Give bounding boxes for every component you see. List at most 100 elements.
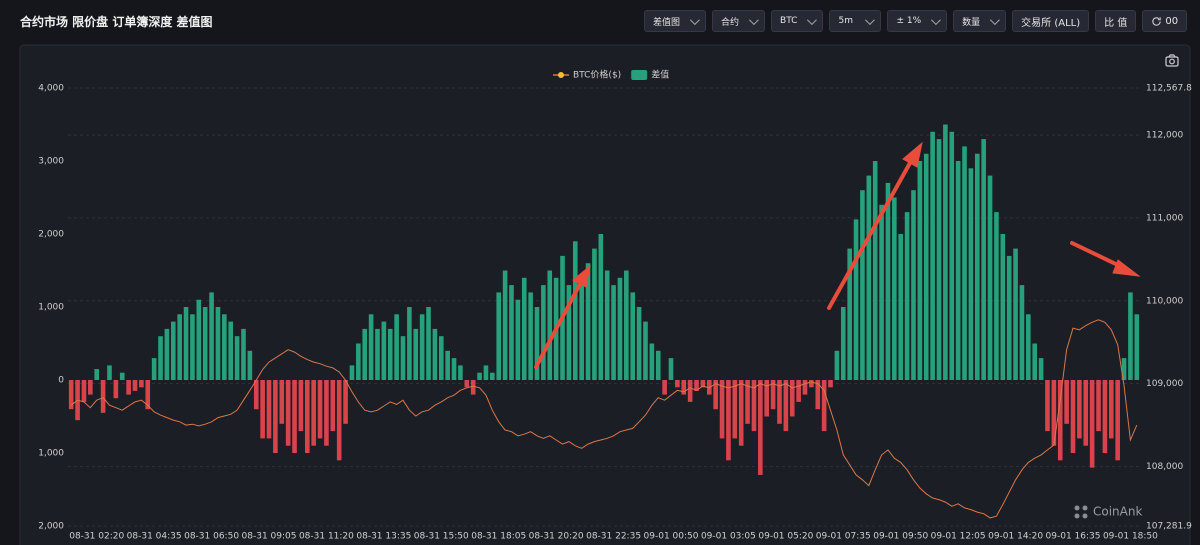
watermark-dot (1074, 505, 1080, 511)
bar (764, 380, 770, 417)
y-tick-label: 1,000 (38, 449, 64, 459)
bar (119, 372, 125, 380)
bar (872, 161, 878, 380)
bar (700, 380, 706, 388)
bar (202, 307, 208, 380)
y2-tick-label: 109,000 (1146, 379, 1183, 389)
x-tick-label: 09-01 09:50 (873, 532, 928, 542)
y-tick-label: 1,000 (38, 303, 64, 313)
refresh-label: 00 (1165, 15, 1179, 27)
bar (94, 369, 100, 380)
bar (107, 365, 112, 380)
bar (853, 219, 859, 380)
bar (885, 182, 891, 380)
bar (170, 321, 176, 380)
bar (311, 380, 316, 446)
bar (770, 380, 776, 410)
bar (834, 350, 840, 380)
bar (190, 314, 195, 380)
bar (1115, 380, 1120, 461)
bar (796, 380, 801, 402)
dropdown[interactable]: 合约 (712, 10, 766, 32)
bar (1045, 380, 1050, 432)
bar (477, 372, 482, 380)
refresh-icon (1152, 16, 1162, 26)
bar (943, 124, 948, 380)
x-tick-label: 08-31 18:05 (471, 532, 526, 542)
bar (630, 292, 636, 380)
bar (917, 161, 923, 380)
y2-tick-label: 107,281.9 (1146, 522, 1192, 532)
bar (585, 263, 591, 380)
bar (521, 277, 527, 380)
control-label: ± 1% (896, 16, 922, 26)
bar (298, 380, 304, 432)
x-tick-label: 08-31 11:20 (299, 532, 354, 542)
bar (879, 204, 884, 380)
x-tick-label: 08-31 02:20 (69, 532, 124, 542)
x-tick-label: 09-01 07:35 (816, 532, 871, 542)
bar (904, 212, 910, 380)
bar (777, 380, 782, 424)
x-tick-label: 08-31 22:35 (586, 532, 641, 542)
bar (911, 190, 916, 380)
bar (222, 314, 227, 380)
bar (515, 299, 521, 380)
bar (400, 336, 406, 380)
annotation-arrows (534, 141, 1141, 369)
controls: 差值图 合约 BTC 5m ± 1% 数量 交易所 (ALL) 比 值 00 (644, 10, 1188, 32)
bar (490, 372, 495, 380)
control-label: 5m (838, 16, 853, 26)
bar (604, 270, 610, 380)
x-tick-label: 09-01 00:50 (644, 532, 699, 542)
bar (617, 277, 623, 380)
refresh-button[interactable]: 00 (1142, 10, 1188, 32)
y2-tick-label: 112,000 (1146, 131, 1183, 141)
dropdown[interactable]: ± 1% (887, 10, 948, 32)
bar (745, 380, 750, 424)
bar (828, 380, 833, 388)
bar (362, 328, 368, 380)
watermark-dot (1074, 513, 1080, 519)
bar (336, 380, 342, 461)
bar (955, 161, 961, 380)
bar (974, 153, 980, 380)
bar (151, 358, 157, 380)
bar (860, 190, 865, 380)
dropdown[interactable]: 数量 (953, 10, 1007, 32)
bar (675, 380, 680, 388)
dropdown[interactable]: 5m (829, 10, 882, 32)
y-tick-label: 2,000 (38, 522, 64, 532)
bar (228, 321, 234, 380)
camera-icon[interactable] (1165, 54, 1179, 67)
bar (247, 350, 253, 380)
bar (1089, 380, 1095, 468)
control-label: 比 值 (1104, 17, 1128, 29)
bar (266, 380, 272, 439)
bar (1070, 380, 1076, 453)
bar (655, 350, 661, 380)
bar (419, 314, 425, 380)
bar (802, 380, 808, 395)
button[interactable]: 交易所 (ALL) (1012, 10, 1090, 32)
bar (145, 380, 151, 410)
button[interactable]: 比 值 (1095, 10, 1137, 32)
bar (426, 307, 431, 380)
dropdown[interactable]: 差值图 (644, 10, 707, 32)
bar (387, 328, 393, 380)
x-tick-label: 09-01 18:50 (1103, 532, 1158, 542)
y-tick-label: 4,000 (38, 84, 64, 94)
y2-tick-label: 108,000 (1146, 462, 1183, 472)
bar (981, 139, 986, 380)
x-tick-label: 08-31 09:05 (242, 532, 297, 542)
bar (139, 380, 144, 388)
bar (592, 248, 597, 380)
dropdown[interactable]: BTC (771, 10, 824, 32)
bar (923, 153, 929, 380)
bar (1064, 380, 1069, 424)
bar (285, 380, 291, 446)
bar (438, 336, 444, 380)
bar (177, 314, 182, 380)
bar (432, 328, 438, 380)
bar (649, 343, 655, 380)
